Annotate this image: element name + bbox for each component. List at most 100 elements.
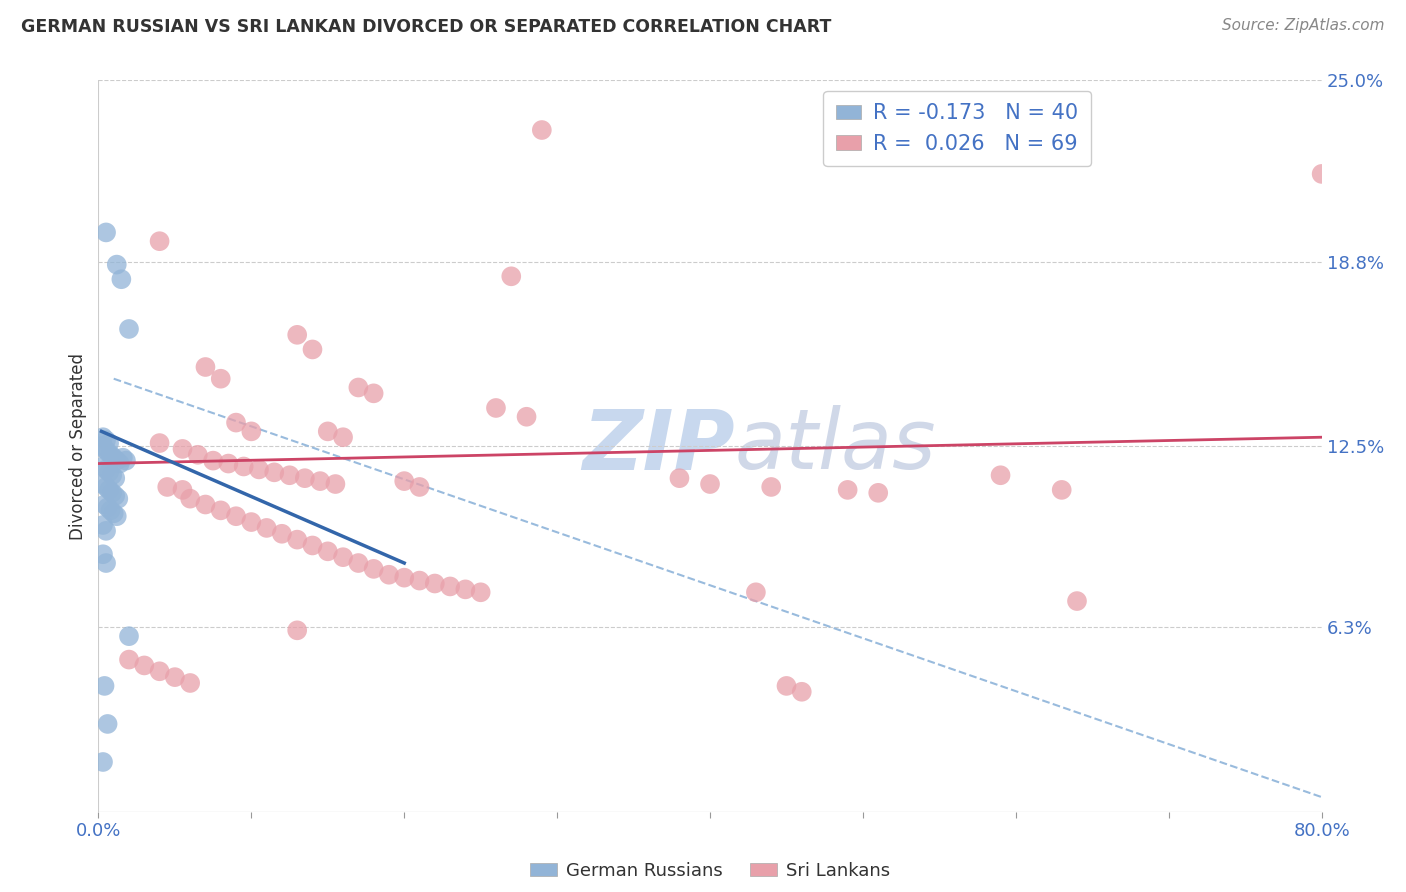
Point <box>105 453 128 467</box>
Point <box>91 518 114 533</box>
Y-axis label: Divorced or Separated: Divorced or Separated <box>69 352 87 540</box>
Point <box>118 322 141 336</box>
Point <box>94 226 117 240</box>
Text: atlas: atlas <box>734 406 936 486</box>
Point <box>1050 483 1073 497</box>
Point <box>278 468 301 483</box>
Point <box>134 658 156 673</box>
Point <box>332 550 354 565</box>
Point <box>163 670 186 684</box>
Point <box>104 489 127 503</box>
Point <box>91 430 114 444</box>
Point <box>837 483 859 497</box>
Point <box>91 547 114 561</box>
Point <box>530 123 553 137</box>
Point <box>97 445 120 459</box>
Point <box>392 571 416 585</box>
Point <box>256 521 278 535</box>
Point <box>392 474 416 488</box>
Point <box>94 480 117 494</box>
Point <box>240 425 263 439</box>
Point <box>98 466 121 480</box>
Point <box>294 471 316 485</box>
Point <box>325 477 347 491</box>
Point <box>745 585 768 599</box>
Point <box>240 515 263 529</box>
Point <box>301 343 323 357</box>
Point <box>179 676 201 690</box>
Point <box>156 480 179 494</box>
Point <box>868 485 890 500</box>
Point <box>316 544 339 558</box>
Point <box>172 483 194 497</box>
Point <box>270 526 292 541</box>
Point <box>187 448 209 462</box>
Point <box>316 425 339 439</box>
Point <box>194 359 217 374</box>
Point <box>101 485 124 500</box>
Point <box>209 372 232 386</box>
Point <box>225 416 247 430</box>
Point <box>285 533 308 547</box>
Point <box>172 442 194 456</box>
Point <box>1066 594 1088 608</box>
Point <box>108 457 131 471</box>
Point <box>94 524 117 538</box>
Point <box>104 471 127 485</box>
Point <box>232 459 254 474</box>
Point <box>309 474 332 488</box>
Point <box>759 480 782 494</box>
Point <box>209 503 232 517</box>
Point <box>285 327 308 342</box>
Point <box>110 272 132 286</box>
Point <box>194 498 217 512</box>
Point <box>105 509 128 524</box>
Point <box>225 509 247 524</box>
Point <box>149 436 172 450</box>
Point <box>363 386 385 401</box>
Point <box>990 468 1012 483</box>
Text: GERMAN RUSSIAN VS SRI LANKAN DIVORCED OR SEPARATED CORRELATION CHART: GERMAN RUSSIAN VS SRI LANKAN DIVORCED OR… <box>21 18 831 36</box>
Text: ZIP: ZIP <box>582 406 734 486</box>
Point <box>775 679 797 693</box>
Point <box>103 450 125 465</box>
Point <box>263 466 285 480</box>
Point <box>1310 167 1333 181</box>
Point <box>408 480 430 494</box>
Point <box>470 585 492 599</box>
Point <box>93 442 115 456</box>
Point <box>285 624 308 638</box>
Point <box>100 503 122 517</box>
Point <box>118 629 141 643</box>
Point <box>97 500 120 515</box>
Point <box>94 462 117 476</box>
Point <box>347 556 370 570</box>
Point <box>100 448 122 462</box>
Point <box>111 450 134 465</box>
Point <box>91 459 114 474</box>
Point <box>93 498 115 512</box>
Point <box>202 453 225 467</box>
Point <box>101 468 124 483</box>
Point <box>91 755 114 769</box>
Point <box>149 665 172 679</box>
Point <box>301 539 323 553</box>
Point <box>363 562 385 576</box>
Legend: German Russians, Sri Lankans: German Russians, Sri Lankans <box>523 855 897 887</box>
Point <box>454 582 477 597</box>
Point <box>699 477 721 491</box>
Point <box>408 574 430 588</box>
Point <box>90 439 112 453</box>
Point <box>501 269 523 284</box>
Point <box>149 234 172 248</box>
Point <box>118 652 141 666</box>
Point <box>217 457 239 471</box>
Point <box>107 491 129 506</box>
Point <box>423 576 446 591</box>
Point <box>378 567 401 582</box>
Point <box>98 436 121 450</box>
Point <box>668 471 690 485</box>
Point <box>439 579 461 593</box>
Point <box>97 717 120 731</box>
Point <box>485 401 508 415</box>
